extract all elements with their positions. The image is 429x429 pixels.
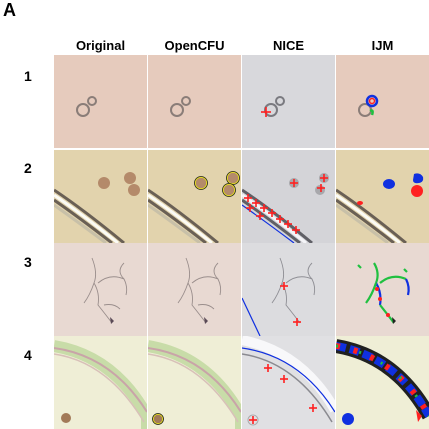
image-row4-nice [242, 336, 335, 429]
row-label-1: 1 [24, 68, 32, 84]
image-row4-ijm [336, 336, 429, 429]
image-row1-nice [242, 55, 335, 148]
row-label-3: 3 [24, 254, 32, 270]
image-row1-original [54, 55, 147, 148]
row-label-2: 2 [24, 160, 32, 176]
image-row1-ijm [336, 55, 429, 148]
image-row4-original [54, 336, 147, 429]
column-header-original: Original [75, 38, 126, 53]
image-row3-nice [242, 243, 335, 336]
row-label-4: 4 [24, 347, 32, 363]
image-row2-nice [242, 150, 335, 243]
column-header-nice: NICE [272, 38, 305, 53]
image-row2-opencfu [148, 150, 241, 243]
image-row3-opencfu [148, 243, 241, 336]
image-row1-opencfu [148, 55, 241, 148]
image-row3-ijm [336, 243, 429, 336]
image-row3-original [54, 243, 147, 336]
image-row2-ijm [336, 150, 429, 243]
panel-label: A [3, 0, 16, 20]
image-row4-opencfu [148, 336, 241, 429]
image-row2-original [54, 150, 147, 243]
column-header-ijm: IJM [371, 38, 394, 53]
column-header-opencfu: OpenCFU [164, 38, 225, 53]
